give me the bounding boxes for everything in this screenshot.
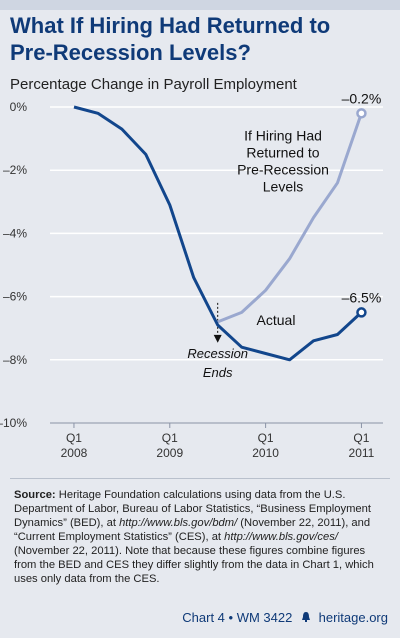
- hypothetical-series-line: [217, 112, 363, 324]
- x-tick-year: 2011: [349, 446, 375, 460]
- source-text-3: (November 22, 2011). Note that because t…: [14, 545, 374, 585]
- footer: Chart 4 • WM 3422 heritage.org: [182, 610, 388, 625]
- y-tick-label: –8%: [3, 353, 27, 367]
- source-note: Source: Heritage Foundation calculations…: [14, 488, 388, 586]
- y-tick-label: –4%: [3, 226, 27, 240]
- source-url-1: http://www.bls.gov/bdm/: [119, 517, 238, 529]
- y-tick-label: –10%: [0, 416, 27, 430]
- line-chart: 0%–2%–4%–6%–8%–10%Q12008Q12009Q12010Q120…: [0, 92, 383, 460]
- x-tick-label: Q1: [162, 431, 178, 445]
- source-text-2: (November 22, 2011), and “Current Employ…: [14, 517, 371, 543]
- source-text-1: Heritage Foundation calculations using d…: [14, 489, 371, 529]
- hypothetical-series-label: Pre-Recession: [237, 161, 329, 177]
- footer-chart: Chart 4: [182, 610, 225, 625]
- recession-label-line2: Ends: [203, 365, 233, 380]
- source-label: Source:: [14, 489, 56, 501]
- x-tick-label: Q1: [66, 431, 82, 445]
- hypothetical-series-label: If Hiring Had: [244, 127, 322, 143]
- y-tick-label: 0%: [10, 100, 28, 114]
- footer-wm: WM 3422: [236, 610, 293, 625]
- chart-title: What If Hiring Had Returned to Pre-Reces…: [10, 12, 390, 66]
- y-tick-label: –2%: [3, 163, 27, 177]
- x-tick-year: 2009: [156, 446, 183, 460]
- source-divider: [10, 478, 390, 479]
- hypothetical-end-marker: [356, 108, 367, 119]
- actual-end-marker: [356, 307, 367, 318]
- hypothetical-end-label: –0.2%: [342, 92, 382, 106]
- x-tick-year: 2008: [61, 446, 88, 460]
- source-url-2: http://www.bls.gov/ces/: [224, 531, 338, 543]
- actual-series-line: [73, 105, 363, 362]
- x-tick-label: Q1: [353, 431, 369, 445]
- x-tick-year: 2010: [252, 446, 279, 460]
- top-border: [0, 0, 400, 10]
- actual-series-label: Actual: [257, 312, 296, 328]
- liberty-bell-icon: [301, 612, 310, 622]
- chart-subtitle: Percentage Change in Payroll Employment: [10, 76, 297, 93]
- actual-end-label: –6.5%: [342, 289, 382, 305]
- x-tick-label: Q1: [258, 431, 274, 445]
- footer-bullet: •: [228, 610, 234, 625]
- hypothetical-series-label: Levels: [263, 178, 303, 194]
- title-line-1: What If Hiring Had Returned to: [10, 13, 331, 38]
- hypothetical-series-label: Returned to: [246, 144, 319, 160]
- recession-marker-arrow: [213, 334, 222, 343]
- plot-area: [50, 107, 383, 423]
- y-tick-label: –6%: [3, 290, 27, 304]
- title-line-2: Pre-Recession Levels?: [10, 40, 251, 65]
- footer-site: heritage.org: [318, 610, 388, 625]
- recession-label: Recession: [187, 346, 248, 361]
